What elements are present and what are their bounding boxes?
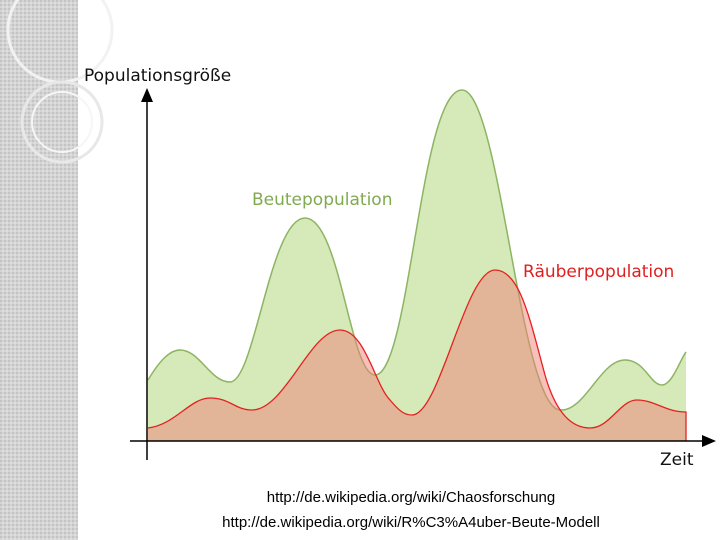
prey-label: Beutepopulation bbox=[252, 190, 392, 210]
source-link[interactable]: http://de.wikipedia.org/wiki/R%C3%A4uber… bbox=[222, 514, 600, 531]
x-axis-label: Zeit bbox=[660, 450, 694, 470]
side-decoration bbox=[0, 0, 114, 540]
prey-curve bbox=[147, 89, 687, 441]
predator-curve bbox=[147, 269, 687, 441]
predator-label: Räuberpopulation bbox=[523, 262, 674, 282]
y-axis-label: Populationsgröße bbox=[84, 66, 231, 86]
axes bbox=[130, 88, 716, 460]
source-link[interactable]: http://de.wikipedia.org/wiki/Chaosforsch… bbox=[267, 489, 556, 506]
